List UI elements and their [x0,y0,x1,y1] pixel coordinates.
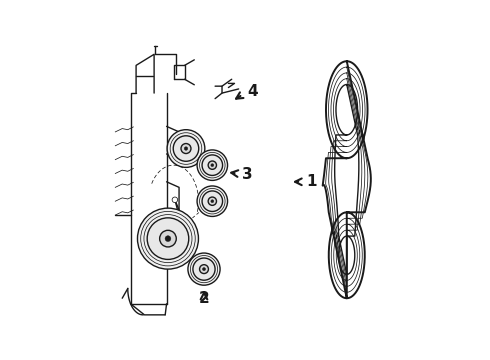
Circle shape [147,218,189,260]
Circle shape [202,155,222,175]
Circle shape [211,200,214,203]
Circle shape [193,258,215,280]
Circle shape [197,186,227,216]
Circle shape [208,197,217,205]
Circle shape [197,150,227,180]
Circle shape [138,208,198,269]
Circle shape [167,130,205,167]
Text: 1: 1 [306,174,317,189]
Circle shape [202,267,205,271]
Text: 2: 2 [198,292,209,306]
Circle shape [173,136,199,161]
Text: 3: 3 [242,167,253,181]
Circle shape [181,144,191,153]
Circle shape [165,236,171,242]
Circle shape [160,230,176,247]
Circle shape [184,147,188,150]
Circle shape [199,265,208,274]
Circle shape [188,253,220,285]
Circle shape [202,191,222,211]
Text: 4: 4 [248,84,258,99]
Circle shape [208,161,217,169]
Circle shape [172,197,178,203]
Circle shape [211,164,214,167]
